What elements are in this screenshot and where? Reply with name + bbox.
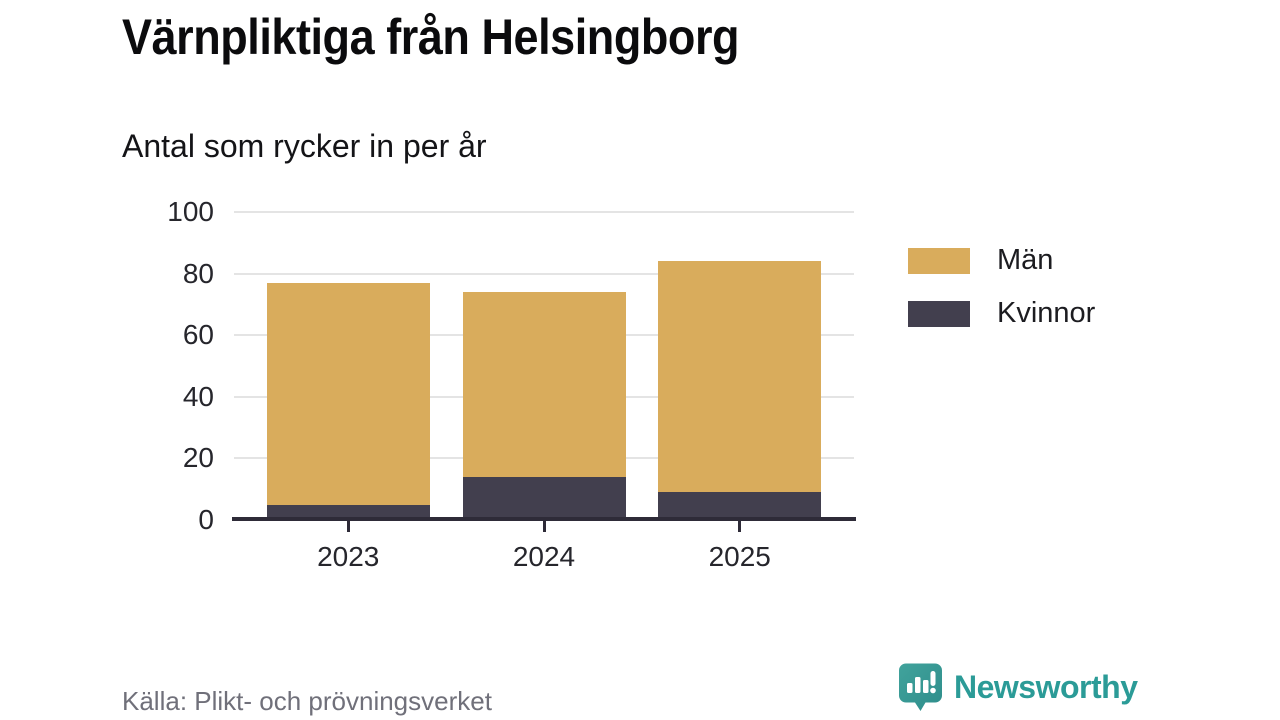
newsworthy-logo-icon [897, 662, 944, 713]
legend-item-kvinnor: Kvinnor [908, 297, 1095, 330]
y-axis-label-80: 80 [182, 257, 214, 289]
newsworthy-brand-name: Newsworthy [954, 669, 1138, 705]
bar-segment-kvinnor-2025 [658, 492, 822, 520]
y-axis-label-100: 100 [167, 196, 214, 227]
legend: Män Kvinnor [908, 244, 1095, 350]
bar-segment-män-2025 [658, 261, 822, 493]
x-axis-tick-2025 [738, 521, 742, 532]
x-axis-line [232, 517, 856, 521]
page-subtitle: Antal som rycker in per år [122, 128, 487, 164]
legend-item-män: Män [908, 244, 1095, 277]
page-title: Värnpliktiga från Helsingborg [122, 9, 740, 65]
y-axis-label-0: 0 [198, 504, 214, 535]
x-axis-label-2024: 2024 [512, 541, 576, 572]
x-axis-label-2025: 2025 [708, 541, 771, 572]
x-axis-label-2023: 2023 [317, 541, 380, 572]
y-axis-label-60: 60 [182, 319, 214, 351]
y-axis-label-20: 20 [182, 442, 214, 474]
bar-segment-män-2023 [266, 282, 430, 505]
legend-label-kvinnor: Kvinnor [997, 297, 1096, 329]
source-note: Källa: Plikt- och prövningsverket [122, 686, 492, 716]
legend-swatch-män [908, 247, 970, 274]
legend-swatch-kvinnor [908, 300, 970, 327]
bar-segment-kvinnor-2023 [266, 504, 430, 520]
gridline-100 [234, 211, 854, 213]
legend-label-män: Män [997, 244, 1054, 276]
x-axis-tick-2024 [542, 521, 546, 532]
y-axis-label-40: 40 [182, 380, 214, 412]
x-axis-tick-2023 [346, 521, 350, 532]
gridline-80 [234, 272, 854, 275]
newsworthy-logo: Newsworthy [897, 662, 1138, 713]
bar-segment-kvinnor-2024 [462, 476, 626, 520]
bar-segment-män-2024 [462, 292, 626, 477]
